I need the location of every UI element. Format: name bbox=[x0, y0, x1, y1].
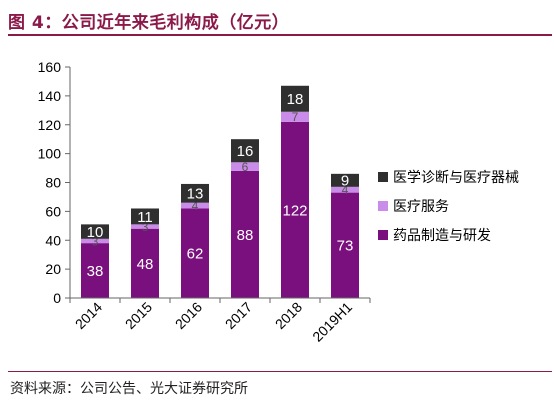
data-label: 3 bbox=[92, 234, 99, 248]
chart-title: 图 4：公司近年来毛利构成（亿元） bbox=[8, 13, 290, 33]
bar-segment bbox=[281, 121, 309, 298]
data-label: 9 bbox=[341, 173, 349, 190]
bar-segment bbox=[331, 192, 359, 298]
legend-swatch bbox=[378, 230, 388, 240]
bar-segment bbox=[231, 170, 259, 298]
data-label: 10 bbox=[87, 224, 104, 241]
bar-segment bbox=[81, 238, 109, 244]
data-label: 11 bbox=[137, 209, 153, 226]
data-label: 4 bbox=[192, 199, 199, 213]
bar-segment bbox=[331, 186, 359, 193]
x-tick-label: 2016 bbox=[172, 299, 205, 332]
bar-segment bbox=[131, 208, 159, 225]
data-label: 62 bbox=[187, 246, 204, 263]
title-divider bbox=[8, 34, 552, 36]
legend-label: 药品制造与研发 bbox=[393, 227, 491, 243]
source-note: 资料来源：公司公告、光大证券研究所 bbox=[10, 381, 248, 397]
data-label: 122 bbox=[282, 202, 307, 219]
bar-segment bbox=[181, 202, 209, 209]
bar-segment bbox=[81, 224, 109, 239]
bar-segment bbox=[81, 243, 109, 298]
x-tick-label: 2014 bbox=[72, 299, 105, 332]
bar-segment bbox=[231, 139, 259, 163]
data-label: 88 bbox=[237, 227, 254, 244]
legend-swatch bbox=[378, 201, 388, 211]
bar-segment bbox=[231, 162, 259, 171]
bar-segment bbox=[281, 85, 309, 112]
y-tick-label: 20 bbox=[45, 261, 61, 277]
data-label: 3 bbox=[142, 220, 149, 234]
x-axis: 2014 2015 2016 2017 2018 2019H1 bbox=[69, 297, 371, 345]
data-label: 73 bbox=[337, 238, 354, 255]
footer-divider bbox=[8, 371, 552, 372]
y-axis: 0 20 40 60 80 100 120 140 160 bbox=[38, 59, 71, 306]
bar-segment bbox=[131, 224, 159, 229]
legend-label: 医疗服务 bbox=[393, 198, 449, 214]
x-tick-label: 2018 bbox=[272, 299, 305, 332]
y-tick-label: 140 bbox=[38, 88, 62, 104]
bar-segment bbox=[331, 173, 359, 187]
data-label: 18 bbox=[287, 91, 304, 108]
legend-label: 医学诊断与医疗器械 bbox=[393, 169, 519, 185]
x-tick-label: 2017 bbox=[222, 299, 255, 332]
y-tick-label: 0 bbox=[53, 290, 61, 306]
legend-swatch bbox=[378, 172, 388, 182]
data-label: 6 bbox=[242, 160, 249, 174]
bar-segment bbox=[181, 183, 209, 203]
bar-segment bbox=[131, 228, 159, 298]
data-label: 13 bbox=[187, 186, 204, 203]
y-tick-label: 40 bbox=[45, 232, 61, 248]
y-tick-label: 80 bbox=[45, 175, 61, 191]
y-tick-label: 60 bbox=[45, 203, 61, 219]
y-tick-label: 120 bbox=[38, 117, 62, 133]
data-label: 16 bbox=[237, 143, 254, 160]
y-tick-label: 160 bbox=[38, 59, 62, 75]
data-label: 4 bbox=[342, 183, 349, 197]
bar-segment bbox=[281, 111, 309, 122]
data-label: 7 bbox=[292, 110, 299, 124]
data-label: 48 bbox=[137, 256, 154, 273]
bar-segment bbox=[181, 208, 209, 298]
x-tick-label: 2019H1 bbox=[309, 299, 355, 345]
x-tick-label: 2015 bbox=[122, 299, 155, 332]
y-tick-label: 100 bbox=[38, 146, 62, 162]
data-label: 38 bbox=[87, 263, 104, 280]
